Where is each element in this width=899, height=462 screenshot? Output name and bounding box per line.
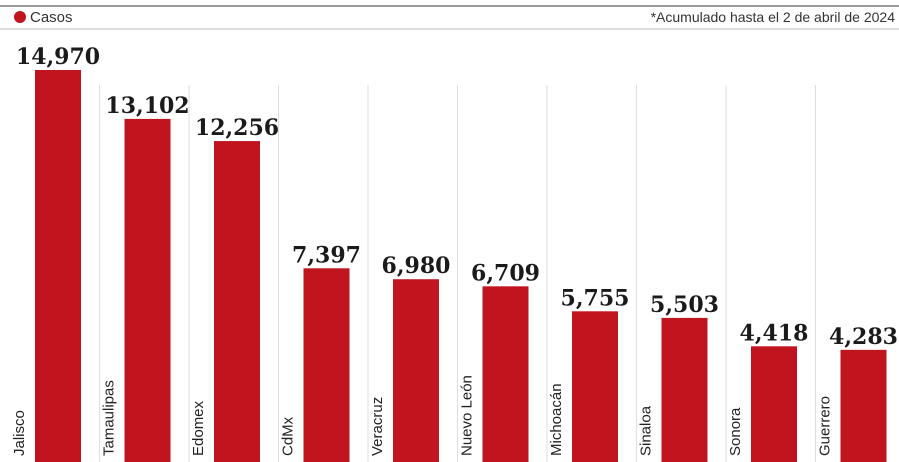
value-label: 6,709 [471, 260, 540, 286]
value-label: 12,256 [195, 115, 279, 141]
bar-sonora [751, 346, 797, 462]
bars [35, 70, 887, 462]
bar-veracruz [393, 279, 439, 462]
value-label: 13,102 [105, 93, 189, 119]
value-label: 4,418 [740, 320, 809, 346]
category-label: CdMx [280, 416, 297, 456]
value-label: 4,283 [829, 324, 898, 350]
bar-nuevo-le-n [482, 286, 529, 462]
bar-sinaloa [661, 317, 708, 462]
category-label: Tamaulipas [101, 380, 118, 456]
legend: Casos [14, 9, 73, 26]
value-label: 5,503 [650, 292, 719, 318]
bar-cdmx [303, 268, 350, 462]
value-label: 14,970 [16, 44, 100, 70]
category-labels: Jalisco Tamaulipas Edomex CdMx Veracruz Nuevo… [11, 375, 834, 456]
category-label: Nuevo León [459, 375, 476, 456]
category-label: Michoacán [548, 383, 565, 456]
category-label: Edomex [190, 400, 207, 456]
separator-lines [99, 85, 816, 462]
category-label: Jalisco [11, 410, 28, 456]
legend-label: Casos [30, 9, 73, 26]
value-label: 7,397 [292, 242, 361, 268]
category-label: Sinaloa [638, 405, 655, 456]
category-label: Sonora [727, 407, 744, 456]
bar-michoac-n [572, 311, 618, 462]
source-note: *Acumulado hasta el 2 de abril de 2024 [651, 9, 896, 25]
category-label: Guerrero [817, 396, 834, 456]
legend-swatch [14, 11, 26, 23]
value-label: 5,755 [561, 285, 630, 311]
value-label: 6,980 [382, 253, 451, 279]
bar-jalisco [35, 70, 81, 462]
bar-guerrero [840, 349, 887, 462]
bar-tamaulipas [124, 118, 171, 462]
bar-edomex [214, 141, 260, 462]
category-label: Veracruz [369, 397, 386, 456]
